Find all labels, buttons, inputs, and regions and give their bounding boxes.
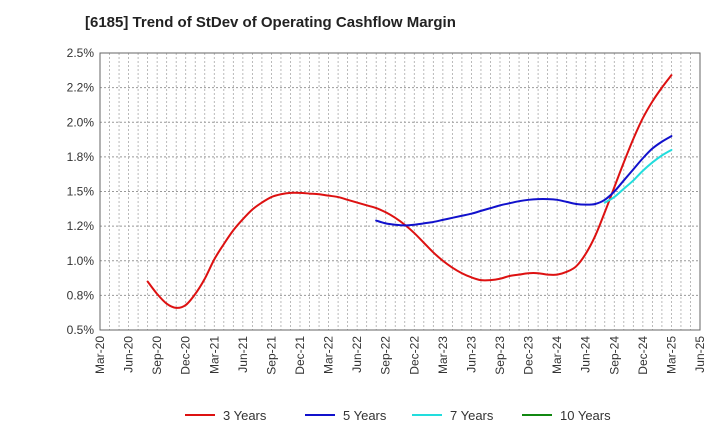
x-tick-label: Sep-21 [264,336,278,375]
x-tick-label: Mar-23 [436,336,450,374]
legend-label-7-years: 7 Years [450,408,494,423]
x-tick-label: Dec-21 [293,336,307,375]
series-line-5-years [375,135,673,227]
y-tick-label: 0.8% [67,288,95,302]
x-tick-label: Mar-21 [207,336,221,374]
x-tick-label: Dec-24 [636,336,650,375]
x-tick-label: Dec-20 [179,336,193,375]
y-tick-label: 1.5% [67,185,95,199]
x-tick-label: Sep-23 [493,336,507,375]
y-tick-label: 1.2% [67,219,95,233]
legend: 3 Years 5 Years 7 Years 10 Years [185,408,611,423]
x-tick-label: Jun-23 [464,336,478,373]
x-tick-label: Jun-25 [693,336,707,373]
x-tick-label: Sep-24 [607,336,621,375]
y-tick-label: 0.5% [67,323,95,337]
series-line-3-years [146,74,673,309]
plot-frame [99,52,701,331]
legend-label-5-years: 5 Years [343,408,387,423]
x-tick-label: Mar-22 [322,336,336,374]
chart-title: [6185] Trend of StDev of Operating Cashf… [85,14,456,31]
x-tick-label: Dec-22 [407,336,421,375]
y-tick-label: 2.0% [67,115,95,129]
y-tick-label: 1.0% [67,254,95,268]
y-tick-label: 2.5% [67,46,95,60]
y-tick-label: 2.2% [67,81,95,95]
x-tick-label: Jun-22 [350,336,364,373]
series-line-7-years [603,148,673,204]
x-tick-label: Dec-23 [522,336,536,375]
x-tick-label: Mar-20 [93,336,107,374]
x-tick-label: Mar-24 [550,336,564,374]
x-tick-label: Jun-21 [236,336,250,373]
x-tick-label: Jun-20 [122,336,136,373]
grid-layer [99,52,701,331]
x-tick-label: Sep-22 [379,336,393,375]
legend-label-3-years: 3 Years [223,408,267,423]
x-tick-label: Jun-24 [579,336,593,373]
series-layer [146,74,673,309]
y-tick-label: 1.8% [67,150,95,164]
tick-layer: 0.5% 0.8% 1.0% 1.2% 1.5% 1.8% 2.0% 2.2% 2.5% Mar-… [67,46,707,375]
legend-label-10-years: 10 Years [560,408,611,423]
x-tick-label: Mar-25 [664,336,678,374]
x-tick-label: Sep-20 [150,336,164,375]
